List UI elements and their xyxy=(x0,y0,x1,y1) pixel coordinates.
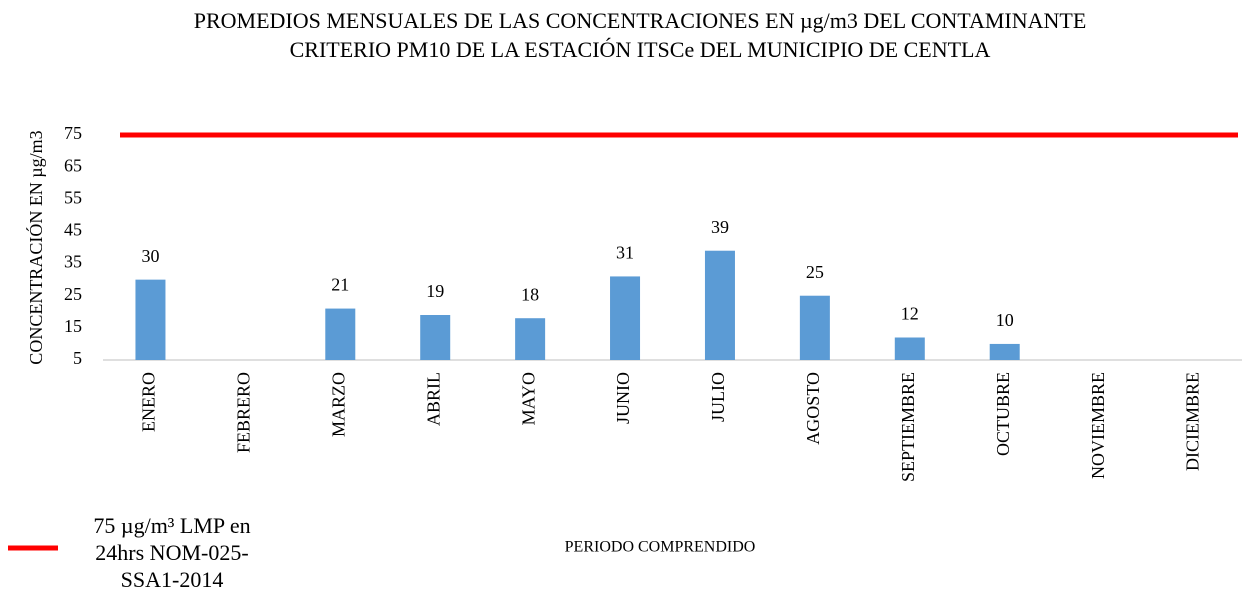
bar xyxy=(989,343,1020,360)
y-axis-label: CONCENTRACIÓN EN µg/m3 xyxy=(25,130,46,364)
data-label: 30 xyxy=(141,246,159,266)
x-tick-label: JULIO xyxy=(708,372,728,422)
y-tick-label: 15 xyxy=(64,316,82,336)
data-label: 18 xyxy=(521,284,539,304)
y-tick-label: 55 xyxy=(64,187,82,207)
data-label: 31 xyxy=(616,243,634,263)
x-tick-label: MAYO xyxy=(518,372,538,425)
bar xyxy=(325,308,356,360)
y-tick-label: 65 xyxy=(64,155,82,175)
x-tick-label: SEPTIEMBRE xyxy=(898,372,918,482)
data-label: 39 xyxy=(711,217,729,237)
data-label: 21 xyxy=(331,275,349,295)
bar xyxy=(610,276,641,360)
y-tick-label: 25 xyxy=(64,284,82,304)
x-tick-label: NOVIEMBRE xyxy=(1088,372,1108,479)
bar xyxy=(704,250,735,360)
data-label: 12 xyxy=(901,304,919,324)
x-tick-label: FEBRERO xyxy=(234,372,254,453)
x-axis-label: PERIODO COMPRENDIDO xyxy=(565,539,756,556)
data-label: 19 xyxy=(426,281,444,301)
x-tick-label: AGOSTO xyxy=(803,372,823,445)
bar xyxy=(135,279,166,360)
x-tick-label: MARZO xyxy=(328,372,348,437)
page: {"chart_data": {"type": "bar", "title": … xyxy=(8,8,1242,592)
y-tick-label: 45 xyxy=(64,220,82,240)
y-tick-label: 75 xyxy=(64,123,82,143)
y-tick-label: 5 xyxy=(73,348,82,368)
x-tick-label: ENERO xyxy=(139,372,159,432)
chart: 5 15 25 35 45 55 65 75 CONCENTRACIÓN EN µg/m3 PER… xyxy=(8,123,1242,556)
legend-label: 75 µg/m³ LMP en 24hrs NOM-025-SSA1-2014 xyxy=(93,513,251,592)
chart-title: PROMEDIOS MENSUALES DE LAS CONCENTRACION… xyxy=(193,8,1087,62)
bar xyxy=(420,315,451,360)
data-label: 10 xyxy=(996,310,1014,330)
bar xyxy=(515,318,546,360)
x-tick-label: OCTUBRE xyxy=(993,372,1013,456)
y-tick-label: 35 xyxy=(64,252,82,272)
x-tick-label: JUNIO xyxy=(613,372,633,424)
data-label: 25 xyxy=(806,262,824,282)
x-tick-label: ABRIL xyxy=(423,372,443,426)
bar xyxy=(894,337,925,360)
x-tick-label: DICIEMBRE xyxy=(1183,372,1203,471)
bar xyxy=(799,295,830,360)
